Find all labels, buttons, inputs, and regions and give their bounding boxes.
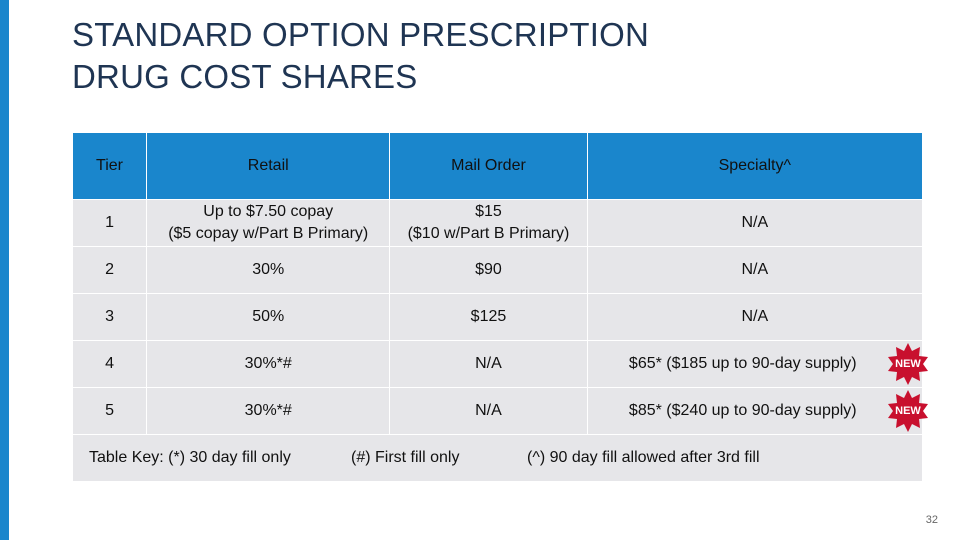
cell-retail: 50% <box>146 293 391 341</box>
table-row: 2 30% $90 N/A <box>71 246 924 294</box>
cell-specialty: N/A <box>586 199 924 247</box>
table-key: Table Key: (*) 30 day fill only (#) Firs… <box>73 435 922 481</box>
key-item-hash: (#) First fill only <box>351 449 460 466</box>
cell-mail-order: N/A <box>389 340 588 388</box>
cell-retail: 30% <box>146 246 391 294</box>
new-badge-label: NEW <box>895 405 921 417</box>
cell-retail-line: Up to $7.50 copay <box>203 203 334 220</box>
cell-mail-order: N/A <box>389 387 588 435</box>
cell-specialty: N/A <box>586 246 924 294</box>
header-tier: Tier <box>71 132 148 200</box>
cell-retail-line: ($5 copay w/Part B Primary) <box>168 225 369 242</box>
new-badge: NEW <box>886 389 930 433</box>
table-header-row: Tier Retail Mail Order Specialty^ <box>71 132 924 200</box>
cell-specialty: N/A <box>586 293 924 341</box>
cell-retail: Up to $7.50 copay ($5 copay w/Part B Pri… <box>146 199 391 247</box>
cell-tier: 1 <box>71 199 148 247</box>
table-row: 4 30%*# N/A $65* ($185 up to 90-day supp… <box>71 340 928 388</box>
cell-mail-line: ($10 w/Part B Primary) <box>407 225 570 242</box>
specialty-text: $65* ($185 up to 90-day supply) <box>628 355 857 372</box>
cost-share-table: Tier Retail Mail Order Specialty^ 1 Up t… <box>71 132 928 482</box>
page-title: STANDARD OPTION PRESCRIPTION DRUG COST S… <box>72 14 649 98</box>
cell-tier: 4 <box>71 340 148 388</box>
cell-tier: 3 <box>71 293 148 341</box>
page-number: 32 <box>925 514 938 526</box>
cell-mail-order: $90 <box>389 246 588 294</box>
title-line-1: STANDARD OPTION PRESCRIPTION <box>72 16 650 53</box>
cell-specialty: $65* ($185 up to 90-day supply) NEW <box>586 340 928 388</box>
table-row: 1 Up to $7.50 copay ($5 copay w/Part B P… <box>71 199 924 247</box>
new-badge-label: NEW <box>895 358 921 370</box>
cell-specialty: $85* ($240 up to 90-day supply) NEW <box>586 387 928 435</box>
header-mail-order: Mail Order <box>389 132 588 200</box>
cell-mail-line: $15 <box>475 203 502 220</box>
cell-mail-order: $125 <box>389 293 588 341</box>
cell-tier: 5 <box>71 387 148 435</box>
table-row: 5 30%*# N/A $85* ($240 up to 90-day supp… <box>71 387 928 435</box>
starburst-icon <box>888 390 928 432</box>
header-specialty: Specialty^ <box>586 132 924 200</box>
key-item-star: Table Key: (*) 30 day fill only <box>89 449 291 466</box>
cell-retail: 30%*# <box>146 340 391 388</box>
table-key-cell: Table Key: (*) 30 day fill only (#) Firs… <box>72 434 923 482</box>
cell-retail: 30%*# <box>146 387 391 435</box>
table-row: 3 50% $125 N/A <box>71 293 924 341</box>
new-badge: NEW <box>886 342 930 386</box>
key-item-caret: (^) 90 day fill allowed after 3rd fill <box>527 449 760 466</box>
cost-share-table-container: Tier Retail Mail Order Specialty^ 1 Up t… <box>71 132 928 482</box>
cell-mail-order: $15 ($10 w/Part B Primary) <box>389 199 588 247</box>
starburst-icon <box>888 343 928 385</box>
accent-bar <box>0 0 9 540</box>
title-line-2: DRUG COST SHARES <box>72 58 418 95</box>
cell-tier: 2 <box>71 246 148 294</box>
header-retail: Retail <box>146 132 391 200</box>
specialty-text: $85* ($240 up to 90-day supply) <box>628 402 857 419</box>
table-key-row: Table Key: (*) 30 day fill only (#) Firs… <box>72 434 923 482</box>
